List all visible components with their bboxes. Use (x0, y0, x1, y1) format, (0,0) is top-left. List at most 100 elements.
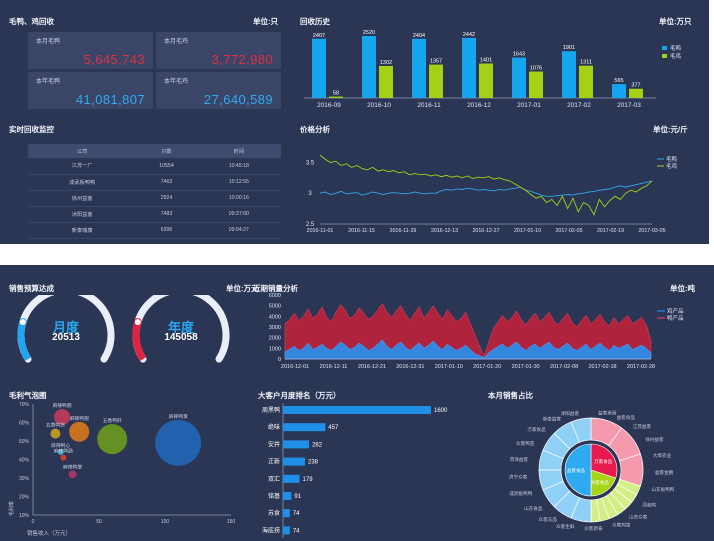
x-tick-label: 2017-01-30 (512, 364, 540, 370)
bubble[interactable] (50, 428, 61, 439)
bar-毛鸭[interactable] (312, 38, 326, 98)
table-row[interactable]: 沭阳益客 7483 09:37:00 (28, 206, 281, 223)
data-label: 1357 (430, 59, 442, 65)
x-tick-label: 2016-11-29 (390, 228, 417, 234)
rank-bar[interactable] (283, 423, 326, 432)
bar-毛鸭[interactable] (512, 57, 526, 98)
pie-slice[interactable] (564, 443, 592, 497)
category-label: 海底捞 (262, 526, 280, 534)
data-label: 2442 (463, 32, 475, 38)
category-label: 安井 (268, 440, 280, 448)
rank-bar[interactable] (283, 440, 310, 449)
rank-bar[interactable] (283, 526, 290, 535)
data-label: 91 (294, 494, 301, 500)
bar-毛鸡[interactable] (379, 65, 393, 98)
bar-毛鸡[interactable] (579, 65, 593, 98)
series-line-毛鸡[interactable] (319, 154, 653, 216)
ring-label: 新泰益客 (543, 416, 562, 423)
bar-毛鸭[interactable] (362, 35, 376, 98)
bubble[interactable] (97, 424, 128, 455)
x-tick-label: 2016-11 (417, 102, 441, 109)
bubble[interactable] (68, 470, 77, 479)
data-label: 74 (293, 528, 300, 534)
x-tick-label: 2017-02-28 (627, 364, 655, 370)
table-cell: 新泰瑞康 (28, 222, 137, 239)
bar-毛鸡[interactable] (479, 63, 493, 98)
data-label: 1311 (580, 60, 592, 66)
rank-bar[interactable] (283, 406, 431, 414)
table-cell: 江苏一厂 (28, 158, 137, 175)
kpi-year-duck[interactable]: 本年毛鸭 41,081,807 (28, 72, 153, 109)
kpi-value: 27,640,589 (203, 92, 273, 107)
bar-毛鸭[interactable] (462, 37, 476, 98)
rank-bar[interactable] (283, 509, 290, 518)
slice-label: 众客食品 (591, 479, 609, 486)
gauge-month-value: 20513 (52, 332, 80, 343)
data-label: 2407 (313, 33, 325, 39)
rank-bar[interactable] (283, 457, 306, 466)
category-label: 苏食 (268, 509, 280, 517)
outer-ring-segment[interactable] (570, 417, 592, 443)
gauge-year-label: 年度 (167, 320, 194, 335)
history-unit: 单位:万只 (659, 17, 692, 26)
legend-label: 鸡产品 (667, 307, 684, 315)
col-header-count[interactable]: 只数 (136, 144, 197, 158)
x-tick-label: 2016-11-01 (307, 228, 334, 234)
col-header-time[interactable]: 时间 (196, 144, 281, 158)
bubble[interactable] (57, 449, 64, 456)
ring-label: 沭阳益客 (561, 410, 580, 417)
table-row[interactable]: 新泰瑞康 6396 09:04:27 (28, 222, 281, 239)
table-row[interactable]: 江苏一厂 10554 10:45:18 (28, 158, 281, 175)
x-tick-label: 150 (227, 519, 236, 525)
bubble-label: 麻辣鸭翅 (70, 415, 89, 422)
bubble-label: 麻辣鸭心 (51, 442, 70, 449)
bar-毛鸡[interactable] (629, 88, 643, 98)
data-label: 2404 (413, 33, 425, 39)
table-row[interactable]: 徐州益客 2924 10:00:16 (28, 190, 281, 207)
bubble[interactable] (54, 408, 71, 425)
data-label: 282 (312, 442, 323, 448)
x-tick-label: 2016-12-01 (281, 364, 309, 370)
series-line-毛鸭[interactable] (319, 180, 653, 197)
table-row[interactable]: 成武板鸭鸭 7463 10:12:55 (28, 174, 281, 191)
ring-label: 益客食品 (617, 414, 636, 421)
y-tick-label: 60% (19, 421, 30, 427)
bar-毛鸭[interactable] (412, 38, 426, 98)
bar-毛鸡[interactable] (329, 96, 343, 98)
ring-label: 益客金鹏 (655, 469, 674, 476)
bar-毛鸡[interactable] (429, 64, 443, 98)
data-label: 377 (631, 83, 640, 89)
kpi-year-chicken[interactable]: 本年毛鸡 27,640,589 (156, 72, 281, 109)
bar-毛鸭[interactable] (562, 51, 576, 98)
bubble[interactable] (60, 454, 67, 461)
budget-gauges (17, 295, 230, 363)
kpi-month-chicken[interactable]: 本月毛鸡 3,772,980 (156, 32, 281, 69)
table-cell: 10554 (136, 158, 197, 175)
data-label: 74 (293, 511, 300, 517)
ring-label: 众客鸭苗 (516, 440, 535, 447)
history-title: 回收历史 (300, 17, 330, 26)
x-tick-label: 2016-12-13 (431, 228, 458, 234)
ring-label: 众客冻品 (539, 516, 558, 523)
x-axis-label: 销售收入（万元） (27, 529, 71, 537)
table-cell: 09:04:27 (196, 222, 281, 239)
x-tick-label: 2016-11-15 (348, 228, 375, 234)
kpi-month-duck[interactable]: 本月毛鸭 5,645,743 (28, 32, 153, 69)
y-tick-label: 6000 (269, 293, 281, 299)
rank-bar[interactable] (283, 474, 300, 483)
series-area-鸡产品[interactable] (284, 339, 652, 360)
bubble[interactable] (69, 421, 90, 442)
ring-label: 山东板鸭鸭 (651, 486, 674, 493)
rank-bar[interactable] (283, 492, 292, 500)
bar-毛鸭[interactable] (612, 84, 626, 98)
legend-label: 毛鸭 (670, 44, 682, 52)
bubble[interactable] (155, 419, 202, 466)
bar-毛鸡[interactable] (529, 71, 543, 98)
slice-label: 万家食品 (594, 458, 612, 465)
gauge-fill[interactable] (17, 321, 32, 361)
gauge-fill[interactable] (132, 321, 147, 361)
y-tick-label: 2000 (269, 336, 281, 342)
col-header-company[interactable]: 公司 (28, 144, 137, 158)
ring-label: 山东众客 (629, 514, 648, 521)
